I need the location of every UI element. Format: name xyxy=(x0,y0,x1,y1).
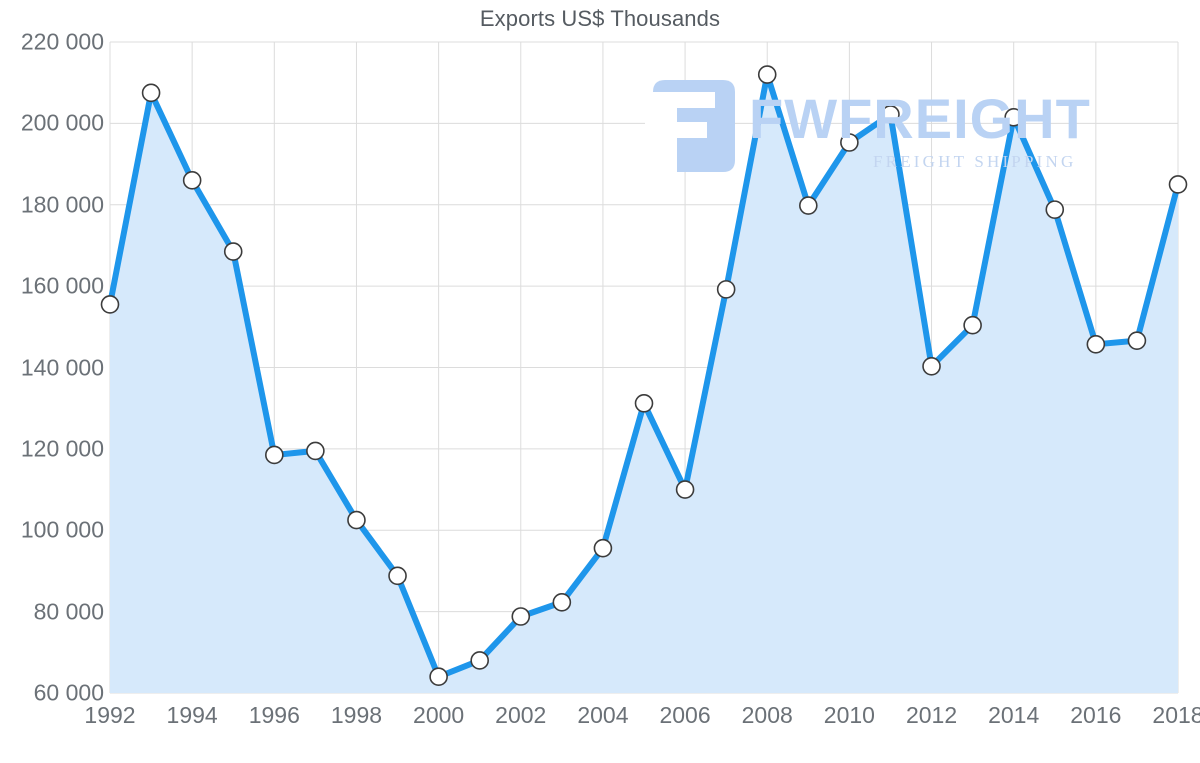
x-axis-tick-label: 2008 xyxy=(741,702,793,728)
data-point xyxy=(675,480,695,499)
data-point xyxy=(429,667,448,687)
area-fill xyxy=(110,74,1178,694)
y-axis-tick-label: 100 000 xyxy=(20,516,104,543)
data-point xyxy=(265,445,284,465)
data-point xyxy=(799,196,818,215)
data-point xyxy=(1168,175,1188,194)
y-axis-tick-label: 200 000 xyxy=(20,109,104,136)
x-axis-tick-label: 2002 xyxy=(495,702,547,728)
y-axis-tick-label: 120 000 xyxy=(20,435,104,462)
x-axis-tick-label: 2018 xyxy=(1152,702,1200,728)
data-point xyxy=(182,171,202,190)
y-axis-tick-label: 220 000 xyxy=(20,28,104,55)
data-point xyxy=(593,538,613,558)
y-axis-tick-label: 180 000 xyxy=(20,191,104,218)
data-point xyxy=(470,651,489,670)
x-axis-tick-label: 1998 xyxy=(330,702,383,728)
data-markers xyxy=(100,65,1188,687)
x-axis-tick-label: 1992 xyxy=(84,702,136,728)
x-axis-tick-label: 2014 xyxy=(988,702,1040,728)
x-axis-tick-label: 2000 xyxy=(413,702,465,728)
data-point xyxy=(552,592,572,612)
data-point xyxy=(1127,331,1147,350)
data-point xyxy=(881,105,900,124)
data-point xyxy=(922,356,941,376)
data-point xyxy=(1004,107,1023,127)
data-point xyxy=(840,133,859,152)
data-point xyxy=(223,242,243,261)
x-axis-tick-label: 2010 xyxy=(823,702,875,728)
x-axis-tick-label: 2004 xyxy=(577,702,629,728)
y-axis-tick-label: 160 000 xyxy=(20,272,104,299)
y-axis-tick-label: 140 000 xyxy=(20,354,104,380)
y-axis: 60 000 80 000 100 000 120 000 140 000 160 000… xyxy=(0,0,104,763)
x-axis-tick-label: 1994 xyxy=(166,702,218,728)
plot-area xyxy=(100,41,1188,694)
data-point xyxy=(716,280,736,299)
chart-svg xyxy=(100,41,1188,694)
data-point xyxy=(141,83,161,103)
data-point xyxy=(511,607,531,626)
data-point xyxy=(306,441,325,461)
x-axis-tick-label: 2016 xyxy=(1070,702,1122,728)
data-point xyxy=(757,65,777,84)
data-point xyxy=(1086,335,1106,354)
data-point xyxy=(347,510,366,530)
x-axis-tick-label: 2012 xyxy=(905,702,958,728)
data-point xyxy=(1045,200,1065,219)
data-point xyxy=(634,394,654,413)
x-axis-tick-label: 1996 xyxy=(248,702,300,728)
data-point xyxy=(388,566,407,586)
y-axis-tick-label: 80 000 xyxy=(33,598,104,625)
y-axis-tick-label: 60 000 xyxy=(33,679,104,706)
data-point xyxy=(100,295,120,314)
chart-title: Exports US$ Thousands xyxy=(479,6,721,31)
data-point xyxy=(963,315,982,335)
x-axis-tick-label: 2006 xyxy=(659,702,711,728)
